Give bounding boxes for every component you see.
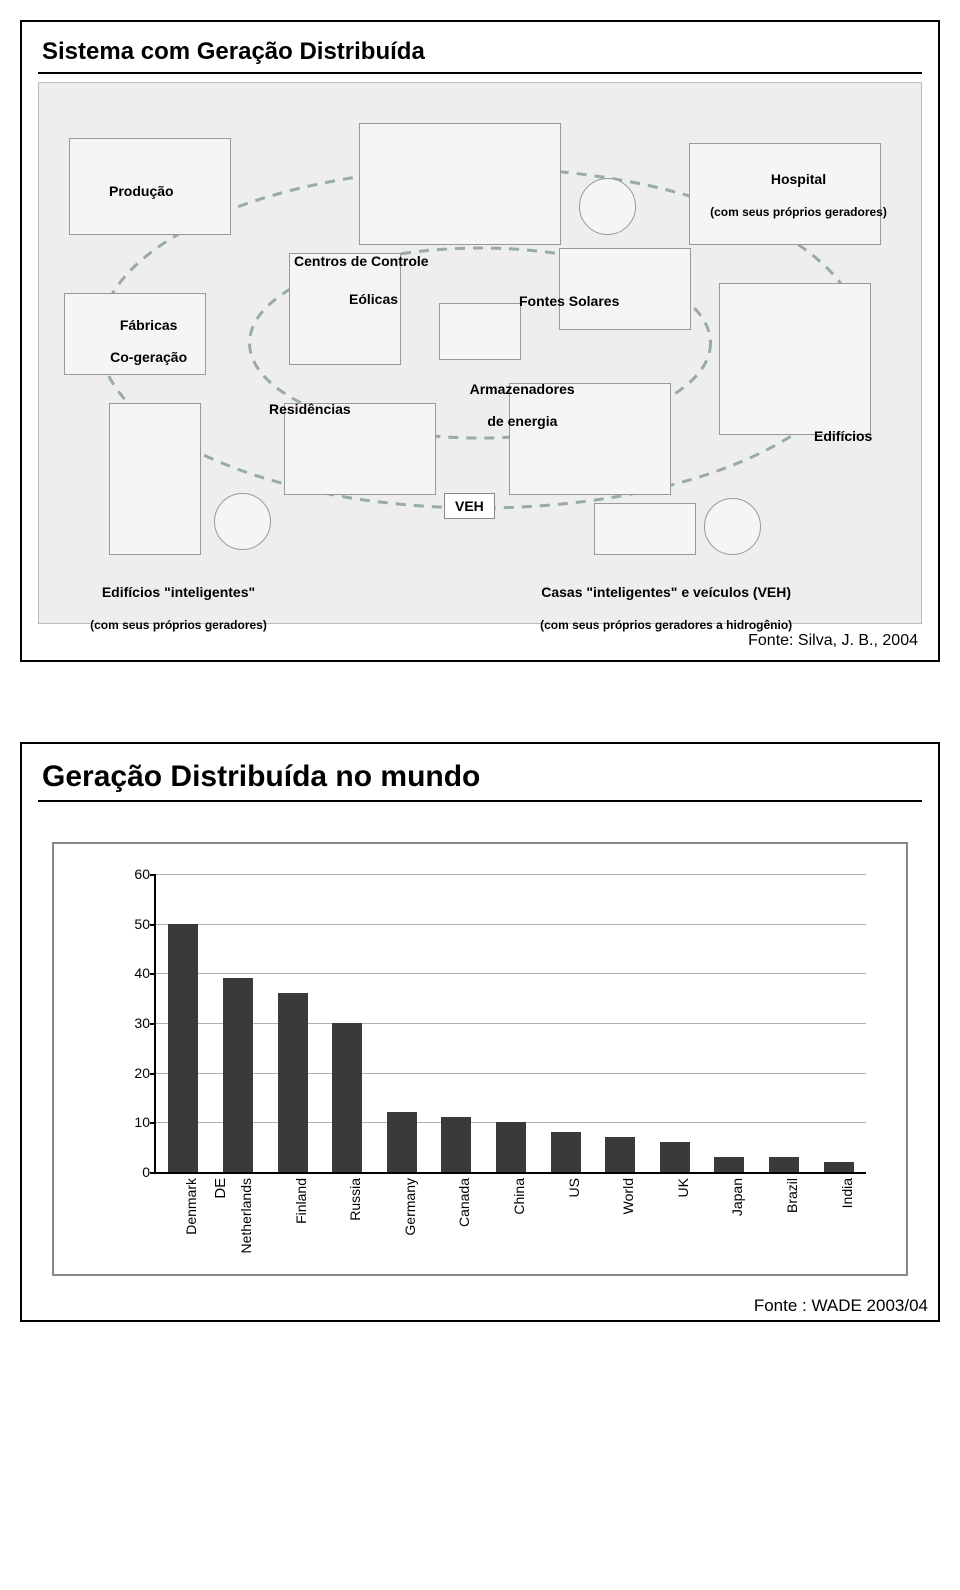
xlabel-denmark: Denmark <box>183 1178 199 1235</box>
label-veh: VEH <box>444 493 495 519</box>
xlabel-finland: Finland <box>293 1178 309 1224</box>
ytick-label: 60 <box>122 866 150 882</box>
bar-finland <box>278 993 308 1172</box>
label-hospital-l2: (com seus próprios geradores) <box>710 205 887 219</box>
label-casas-inteligentes: Casas "inteligentes" e veículos (VEH) (c… <box>509 568 792 649</box>
panel1-title: Sistema com Geração Distribuída <box>38 32 922 74</box>
wind-turbine-icon <box>289 253 401 365</box>
ytick-label: 50 <box>122 916 150 932</box>
label-edif-intel-l2: (com seus próprios geradores) <box>90 618 267 632</box>
label-casas-intel-l2: (com seus próprios geradores a hidrogêni… <box>540 618 792 632</box>
ytick-mark <box>150 1122 156 1124</box>
chart-area: DE share as % of total power generation … <box>124 864 876 1264</box>
ytick-mark <box>150 1023 156 1025</box>
xlabel-russia: Russia <box>347 1178 363 1221</box>
xlabel-india: India <box>839 1178 855 1208</box>
bar-world <box>605 1137 635 1172</box>
gridline <box>156 1073 866 1074</box>
ytick-label: 0 <box>122 1164 150 1180</box>
battery-icon <box>439 303 521 360</box>
xlabel-china: China <box>511 1178 527 1215</box>
distributed-generation-diagram: Produção Hospital (com seus próprios ger… <box>38 82 922 624</box>
bar-india <box>824 1162 854 1172</box>
bar-denmark <box>168 924 198 1172</box>
panel-world-dg: Geração Distribuída no mundo DE share as… <box>20 742 940 1322</box>
label-centros: Centros de Controle <box>294 253 429 269</box>
panel-distributed-generation: Sistema com Geração Distribuída <box>20 20 940 662</box>
gridline <box>156 874 866 875</box>
chart-container: DE share as % of total power generation … <box>52 842 908 1276</box>
sun-icon <box>579 178 636 235</box>
fan2-icon <box>704 498 761 555</box>
xlabel-netherlands: Netherlands <box>238 1178 254 1254</box>
label-fabricas-l1: Fábricas <box>120 317 178 333</box>
label-hospital: Hospital (com seus próprios geradores) <box>679 155 887 236</box>
xlabel-world: World <box>620 1178 636 1214</box>
bar-canada <box>441 1117 471 1172</box>
xlabel-japan: Japan <box>729 1178 745 1216</box>
xlabel-us: US <box>566 1178 582 1197</box>
label-fabricas: Fábricas Co-geração <box>79 301 187 381</box>
office-building-icon <box>719 283 871 435</box>
solar-panels-icon <box>559 248 691 330</box>
bar-uk <box>660 1142 690 1172</box>
ytick-label: 30 <box>122 1015 150 1031</box>
bar-chart: 0102030405060DenmarkNetherlandsFinlandRu… <box>154 874 866 1174</box>
bar-brazil <box>769 1157 799 1172</box>
bar-japan <box>714 1157 744 1172</box>
label-hospital-l1: Hospital <box>771 171 826 187</box>
gridline <box>156 973 866 974</box>
bar-china <box>496 1122 526 1172</box>
label-edificios: Edifícios <box>814 428 872 444</box>
label-armazen-l2: de energia <box>487 413 557 429</box>
ytick-label: 40 <box>122 965 150 981</box>
car-icon <box>594 503 696 555</box>
label-fabricas-l2: Co-geração <box>110 349 187 365</box>
label-armazenadores: Armazenadores de energia <box>439 365 575 445</box>
bar-netherlands <box>223 978 253 1172</box>
label-producao: Produção <box>109 183 174 199</box>
label-eolicas: Eólicas <box>349 291 398 307</box>
skyscraper-icon <box>109 403 201 555</box>
ytick-mark <box>150 924 156 926</box>
ytick-mark <box>150 973 156 975</box>
ytick-mark <box>150 1073 156 1075</box>
label-armazen-l1: Armazenadores <box>470 381 575 397</box>
xlabel-germany: Germany <box>402 1178 418 1236</box>
panel2-source: Fonte : WADE 2003/04 <box>22 1296 928 1316</box>
gridline <box>156 1023 866 1024</box>
panel2-title: Geração Distribuída no mundo <box>38 754 922 802</box>
label-fontes-solares: Fontes Solares <box>519 293 619 309</box>
fan-icon <box>214 493 271 550</box>
label-edificios-inteligentes: Edifícios "inteligentes" (com seus própr… <box>59 568 267 649</box>
bar-us <box>551 1132 581 1172</box>
control-center-icon <box>359 123 561 245</box>
ytick-label: 10 <box>122 1114 150 1130</box>
ytick-mark <box>150 1172 156 1174</box>
label-casas-intel-l1: Casas "inteligentes" e veículos (VEH) <box>541 584 791 600</box>
gridline <box>156 924 866 925</box>
ytick-mark <box>150 874 156 876</box>
label-residencias: Residências <box>269 401 351 417</box>
label-edif-intel-l1: Edifícios "inteligentes" <box>102 584 255 600</box>
xlabel-brazil: Brazil <box>784 1178 800 1213</box>
bar-germany <box>387 1112 417 1172</box>
bar-russia <box>332 1023 362 1172</box>
ytick-label: 20 <box>122 1065 150 1081</box>
xlabel-uk: UK <box>675 1178 691 1197</box>
xlabel-canada: Canada <box>456 1178 472 1227</box>
